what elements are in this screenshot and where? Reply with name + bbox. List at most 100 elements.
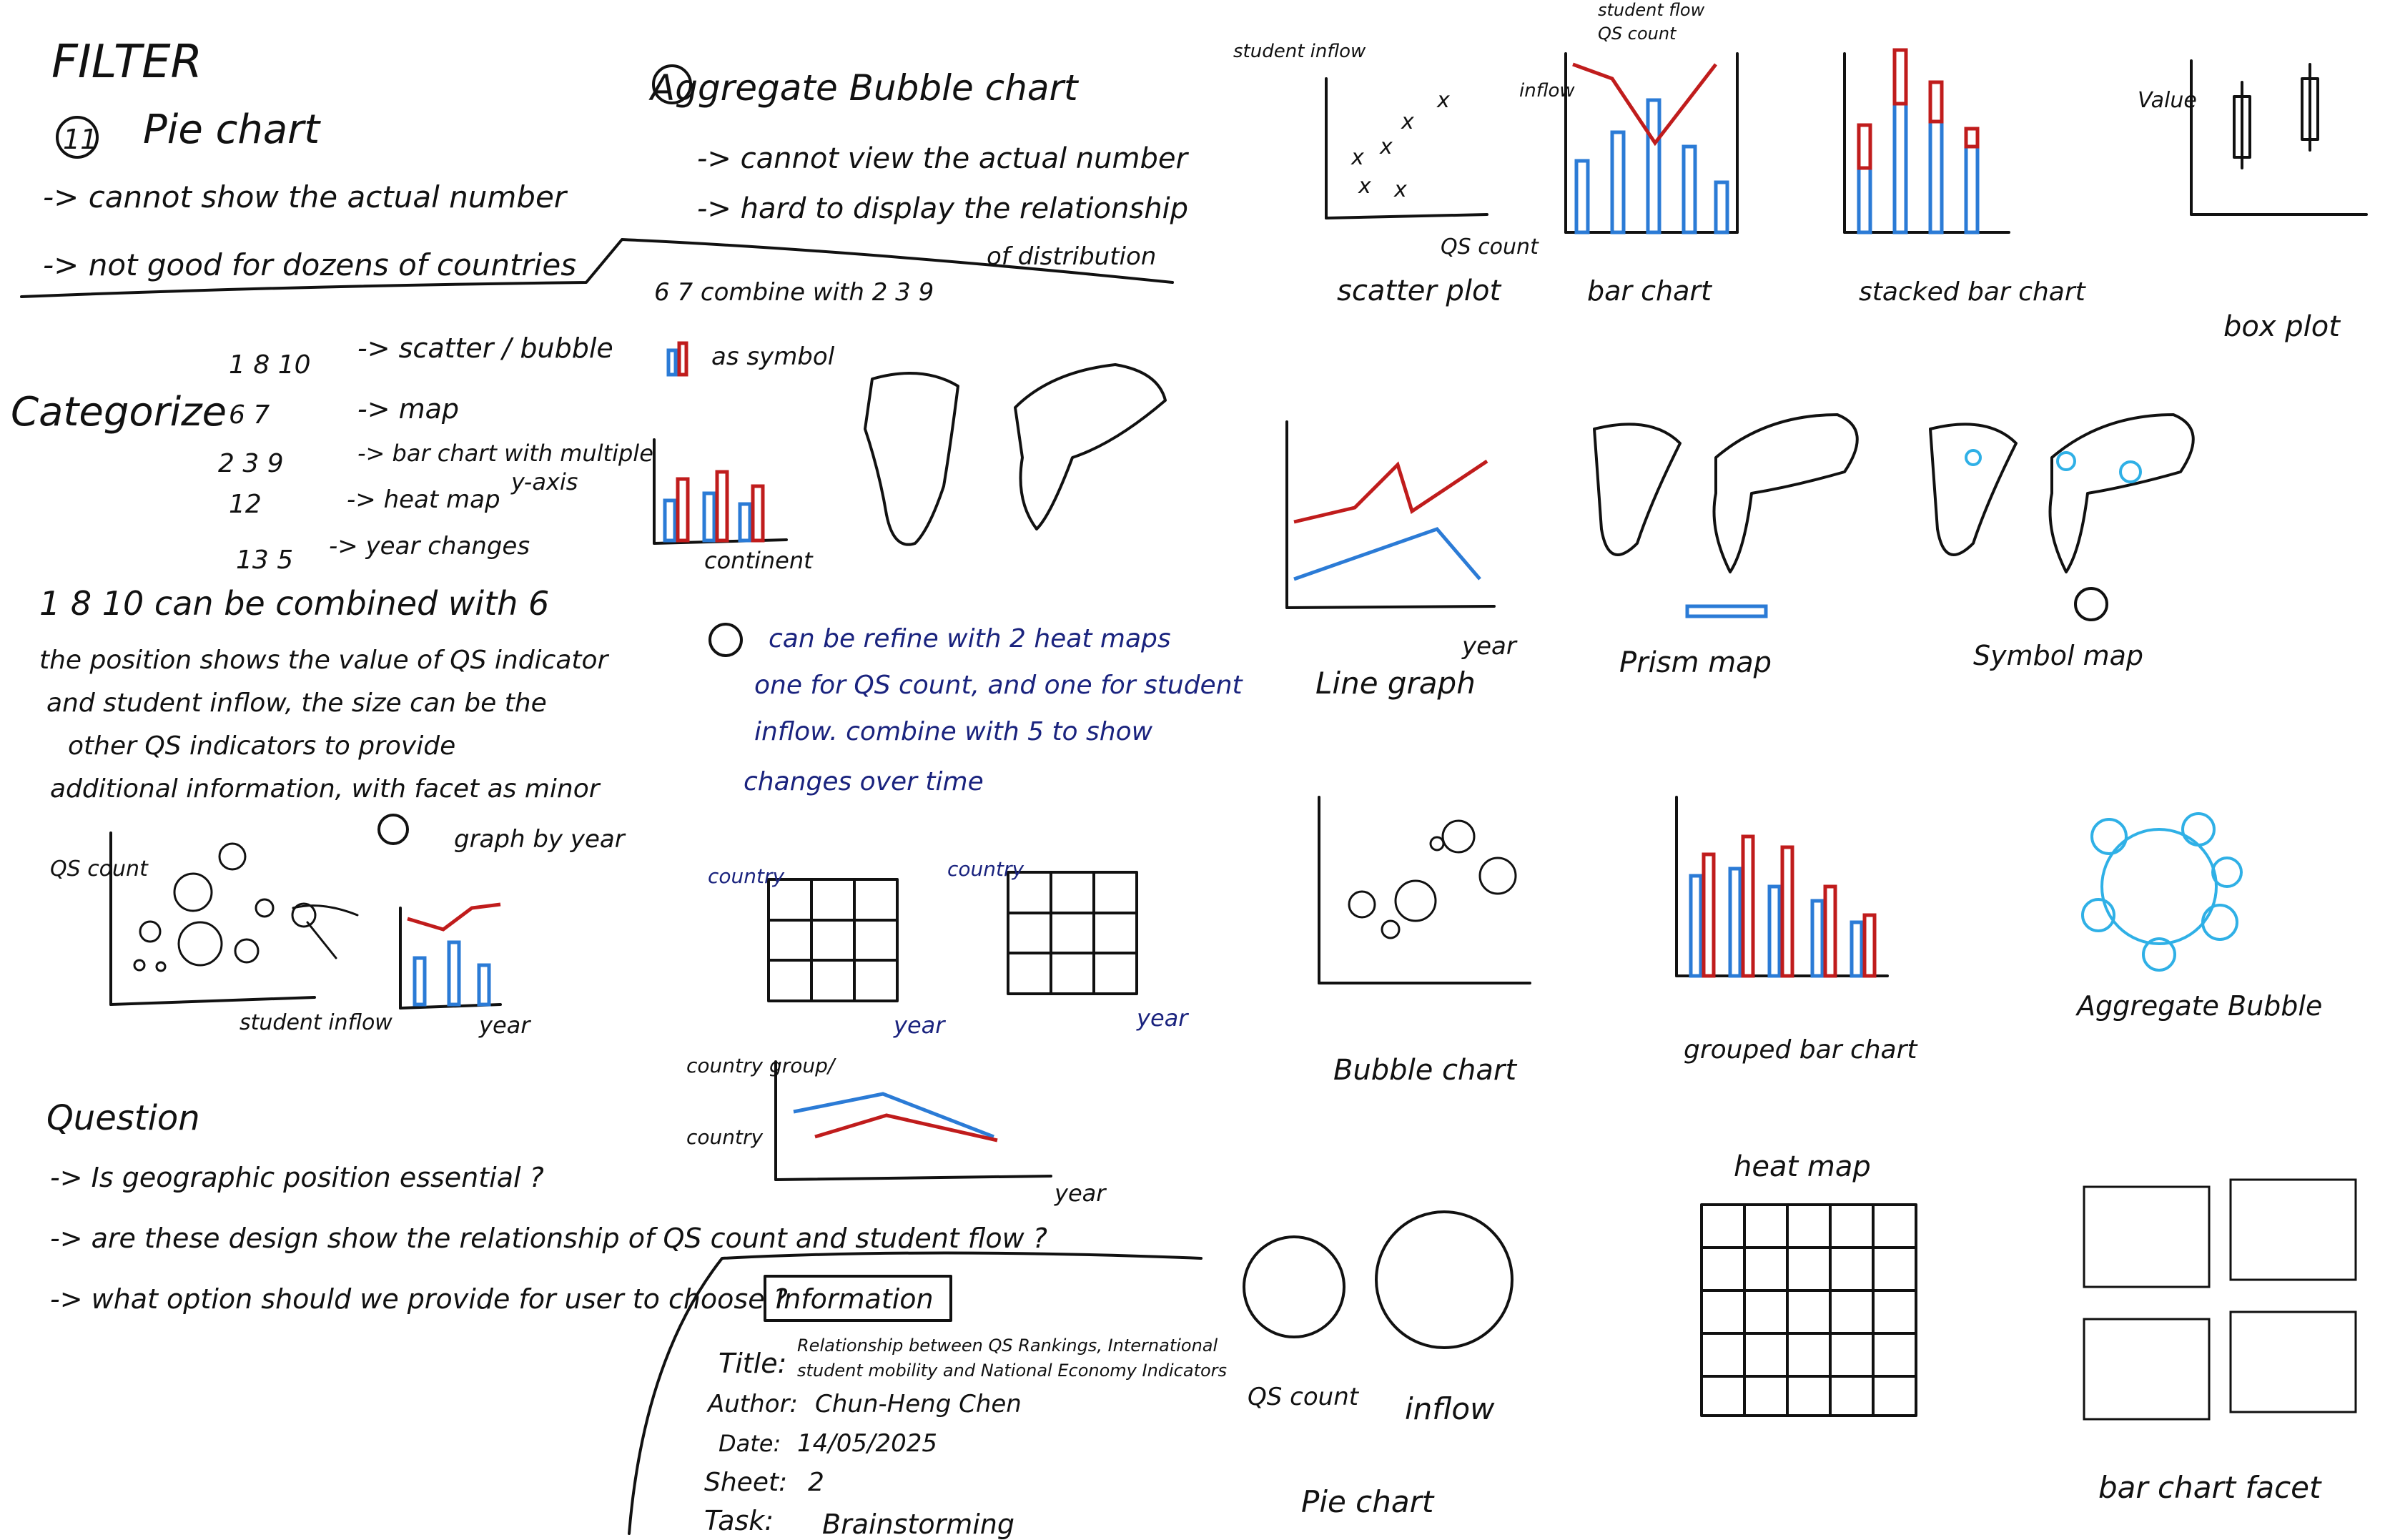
svg-text:x: x — [1436, 88, 1450, 113]
sketch-2-title: bar chart — [1587, 275, 1713, 307]
combined-note-1: the position shows the value of QS indic… — [39, 646, 610, 675]
sketch-1-ylabel: student inflow — [1233, 41, 1366, 62]
sketch-1-scatter: x xx xx x — [1325, 77, 1488, 219]
heatmap-sketch-country-1: country — [708, 864, 785, 888]
sketch-12-title: heat map — [1734, 1150, 1871, 1183]
info-sheet-value: 2 — [808, 1468, 824, 1497]
combined-note-3: other QS indicators to provide — [68, 731, 455, 761]
continent-label: continent — [704, 547, 814, 574]
sketch-4-title: box plot — [2223, 310, 2341, 343]
svg-text:x: x — [1350, 145, 1364, 170]
sketch-8-bubble — [1318, 796, 1531, 984]
svg-text:x: x — [1379, 134, 1393, 159]
filter-chart-name: Pie chart — [143, 107, 321, 153]
combine-symbol-label: as symbol — [711, 342, 835, 371]
sketch-2-bar — [1564, 52, 1739, 235]
info-sheet-key: Sheet: — [704, 1468, 787, 1497]
sketch-8-title: Bubble chart — [1333, 1054, 1517, 1087]
heatmap-sketch-year-2: year — [1136, 1005, 1189, 1032]
sketch-10-aggregate-bubble — [2081, 812, 2243, 972]
sketch-3-title: stacked bar chart — [1859, 277, 2087, 307]
sketch-7-title: Symbol map — [1973, 640, 2143, 671]
sketch-1-title: scatter plot — [1337, 275, 1501, 307]
aggregate-note-2: -> hard to display the relationship — [697, 192, 1188, 225]
sketch-11-pie — [1243, 1210, 1514, 1349]
info-date-key: Date: — [719, 1430, 781, 1457]
sketch-4-box — [2190, 59, 2368, 216]
circle-11 — [56, 116, 99, 159]
svg-text:x: x — [1393, 177, 1407, 202]
heatmap-note-2: one for QS count, and one for student — [754, 671, 1244, 700]
country-group-label: country group/ — [686, 1054, 836, 1077]
info-title-line-2: student mobility and National Economy In… — [797, 1361, 1227, 1381]
info-author-value: Chun-Heng Chen — [815, 1390, 1022, 1418]
sketch-9-grouped-bar — [1675, 796, 1889, 978]
circle-10 — [652, 64, 692, 104]
sketch-13-title: bar chart facet — [2098, 1470, 2322, 1505]
mini-bubble-xlabel: student inflow — [240, 1010, 392, 1035]
info-heading: Information — [776, 1283, 934, 1315]
sketch-12-heatmap — [1700, 1203, 1917, 1417]
filter-note-2: -> not good for dozens of countries — [43, 247, 576, 282]
sketch-2-ylabel: inflow — [1519, 80, 1575, 102]
info-title-key: Title: — [719, 1348, 786, 1379]
sketch-9-title: grouped bar chart — [1684, 1035, 1918, 1065]
line-sketch-year: year — [1054, 1180, 1107, 1207]
question-heading: Question — [46, 1098, 200, 1138]
categorize-group-2-ids: 6 7 — [229, 400, 270, 430]
sketch-6-title: Prism map — [1619, 646, 1772, 679]
combine-note: 6 7 combine with 2 3 9 — [654, 278, 934, 307]
sketch-4-ylabel: Value — [2138, 88, 2197, 113]
world-map-sketch-1 — [864, 363, 1167, 546]
categorize-group-3-ids: 2 3 9 — [218, 449, 284, 478]
sketch-5-xlabel: year — [1461, 632, 1518, 661]
aggregate-note-1: -> cannot view the actual number — [697, 142, 1189, 175]
info-task-value: Brainstorming — [822, 1509, 1014, 1540]
circle-12 — [708, 623, 743, 657]
sketch-5-line — [1285, 420, 1496, 609]
circle-13-mini — [377, 814, 409, 845]
sketch-6-prism-map — [1593, 413, 1859, 618]
heatmap-grid-sketch-1 — [767, 878, 899, 1002]
divider-line-top — [20, 238, 1174, 298]
question-3: -> what option should we provide for use… — [50, 1283, 788, 1315]
heatmap-note-1: can be refine with 2 heat maps — [769, 624, 1171, 653]
mini-bubble-chart — [109, 831, 359, 1006]
sketch-5-title: Line graph — [1315, 666, 1476, 701]
categorize-group-2-label: -> map — [357, 393, 459, 425]
heatmap-sketch-year-1: year — [893, 1012, 946, 1039]
info-task-key: Task: — [704, 1505, 774, 1536]
info-title-box — [764, 1275, 952, 1322]
combined-note-4: additional information, with facet as mi… — [50, 774, 601, 804]
categorize-group-5-ids: 13 5 — [236, 546, 293, 575]
categorize-group-5-label: -> year changes — [329, 532, 530, 561]
info-frame-line — [628, 1251, 1203, 1535]
sketch-13-facet — [2083, 1178, 2357, 1421]
mini-facet-xlabel: year — [478, 1012, 531, 1039]
categorize-group-1-ids: 1 8 10 — [229, 350, 311, 380]
question-1: -> Is geographic position essential ? — [50, 1162, 544, 1193]
svg-text:x: x — [1401, 109, 1414, 134]
sketch-10-title: Aggregate Bubble — [2075, 990, 2322, 1022]
question-2: -> are these design show the relationshi… — [50, 1223, 1047, 1254]
mini-bubble-ylabel: QS count — [50, 857, 149, 882]
categorize-group-3-label2: y-axis — [510, 468, 578, 495]
combined-heading: 1 8 10 can be combined with 6 — [39, 584, 549, 623]
heatmap-sketch-country-2: country — [947, 857, 1024, 881]
aggregate-heading: Aggregate Bubble chart — [648, 67, 1080, 109]
sketch-11-label-inflow: inflow — [1405, 1391, 1495, 1426]
categorize-group-3-label: -> bar chart with multiple — [357, 440, 653, 467]
info-title-line-1: Relationship between QS Rankings, Intern… — [797, 1336, 1218, 1356]
sketch-7-symbol-map — [1929, 413, 2195, 621]
country-label-sketch: country — [686, 1125, 764, 1149]
filter-number: 11 — [63, 124, 97, 155]
combined-note-2: and student inflow, the size can be the — [46, 688, 547, 718]
info-date-value: 14/05/2025 — [797, 1429, 937, 1458]
sketch-3-stacked — [1843, 48, 2010, 235]
mini-facet-bar — [399, 902, 502, 1010]
svg-text:x: x — [1358, 174, 1371, 199]
heatmap-grid-sketch-2 — [1007, 871, 1138, 995]
sketch-1-xlabel: QS count — [1441, 235, 1539, 260]
country-group-line-sketch — [774, 1060, 1052, 1181]
